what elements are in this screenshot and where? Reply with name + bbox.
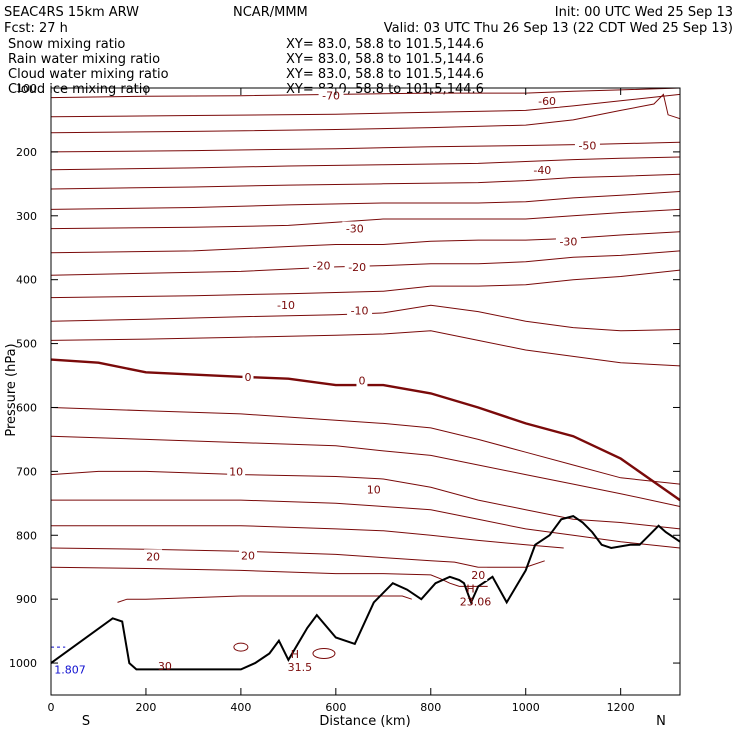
- x-end-label-south: S: [82, 714, 90, 729]
- isotherm-closed-contour-small: [233, 642, 249, 652]
- isotherm-label-bg-13: [364, 482, 383, 496]
- x-tick-label-800: 800: [420, 701, 441, 714]
- x-tick-label-200: 200: [135, 701, 156, 714]
- isotherm-label-7: -20: [348, 261, 366, 274]
- isotherm-line-5: [50, 173, 681, 190]
- isotherm-label-bg-4: [342, 221, 368, 235]
- legend-label-snow: Snow mixing ratio: [8, 37, 125, 52]
- isotherm-label-bg-3: [529, 162, 555, 176]
- y-tick-label-400: 400: [16, 274, 37, 287]
- isotherm-line-14: [50, 407, 681, 485]
- isotherm-label-8: -10: [277, 299, 295, 312]
- isotherm-label-bg-15: [239, 548, 258, 562]
- isotherm-line-20: [50, 566, 488, 587]
- isotherm-label-bg-7: [344, 259, 370, 273]
- maximum-value-1: 23.06: [460, 596, 492, 609]
- isotherm-label-6: -20: [313, 260, 331, 273]
- isotherm-label-9: -10: [351, 304, 369, 317]
- isotherm-label-bg-6: [309, 258, 335, 272]
- y-tick-label-900: 900: [16, 593, 37, 606]
- isotherm-label-14: 20: [146, 550, 160, 563]
- isotherm-label-bg-14: [144, 549, 163, 563]
- maximum-value-0: 31.5: [288, 661, 313, 674]
- isotherm-line-11: [50, 304, 681, 332]
- isotherm-line-6: [50, 191, 681, 210]
- isotherm-label-1: -60: [538, 95, 556, 108]
- isotherm-line-4: [50, 156, 681, 171]
- isotherm-label-16: 20: [471, 569, 485, 582]
- isotherm-line-1: [50, 93, 681, 118]
- isotherm-label-4: -30: [346, 223, 364, 236]
- isotherm-line-8: [50, 231, 681, 254]
- x-tick-label-600: 600: [325, 701, 346, 714]
- isotherm-line-9: [50, 250, 681, 276]
- isotherm-label-bg-9: [347, 303, 373, 317]
- init-time: Init: 00 UTC Wed 25 Sep 13: [555, 5, 733, 20]
- terrain-line: [50, 515, 681, 671]
- y-tick-label-100: 100: [16, 82, 37, 95]
- isotherm-line-19: [50, 547, 545, 568]
- x-end-label-north: N: [656, 714, 666, 729]
- legend-xy-rain: XY= 83.0, 58.8 to 101.5,144.6: [286, 52, 484, 67]
- isotherm-line-15: [50, 435, 681, 507]
- y-axis-title: Pressure (hPa): [4, 343, 19, 436]
- y-tick-label-800: 800: [16, 529, 37, 542]
- isotherm-line-17: [51, 499, 681, 549]
- isotherm-line-7: [50, 208, 681, 230]
- isotherm-label-bg-10: [242, 369, 254, 383]
- plot-frame: [50, 87, 681, 696]
- isotherm-line-12: [50, 330, 681, 367]
- isotherm-label-bg-8: [273, 298, 299, 312]
- isotherm-label-13: 10: [367, 483, 381, 496]
- x-axis-title: Distance (km): [319, 714, 410, 729]
- isotherm-line-10: [50, 269, 681, 299]
- isotherm-line-21: [117, 595, 412, 603]
- isotherm-label-10: 0: [245, 371, 252, 384]
- y-tick-label-600: 600: [16, 401, 37, 414]
- model-title: SEAC4RS 15km ARW: [4, 5, 139, 20]
- isotherm-label-11: 0: [358, 375, 365, 388]
- maximum-marker-1: H: [466, 583, 474, 596]
- maximum-marker-0: H: [291, 648, 299, 661]
- isotherm-label-bg-12: [227, 464, 246, 478]
- x-tick-label-0: 0: [48, 701, 55, 714]
- legend-xy-snow: XY= 83.0, 58.8 to 101.5,144.6: [286, 37, 484, 52]
- isotherm-label-bg-16: [469, 567, 488, 581]
- isotherm-label-bg-1: [534, 93, 560, 107]
- isotherm-label-bg-2: [574, 138, 600, 152]
- org-title: NCAR/MMM: [233, 5, 308, 20]
- isotherm-label-30: 30: [158, 660, 172, 673]
- isotherm-label-bg-11: [356, 373, 368, 387]
- isotherm-line-2: [50, 93, 681, 134]
- isotherm-line-16: [50, 470, 681, 530]
- isotherm-label-bg-0: [318, 88, 344, 102]
- isotherm-label-5: -30: [559, 235, 577, 248]
- forecast-hour: Fcst: 27 h: [4, 21, 68, 36]
- isotherm-label-12: 10: [229, 465, 243, 478]
- isotherm-label-15: 20: [241, 550, 255, 563]
- y-tick-label-1000: 1000: [9, 657, 37, 670]
- x-tick-label-1200: 1200: [607, 701, 635, 714]
- x-tick-label-400: 400: [230, 701, 251, 714]
- legend-label-cloud-ice: Cloud ice mixing ratio: [8, 82, 150, 97]
- isotherm-label-bg-5: [555, 234, 581, 248]
- isotherm-label-2: -50: [578, 140, 596, 153]
- valid-time: Valid: 03 UTC Thu 26 Sep 13 (22 CDT Wed …: [384, 21, 733, 36]
- isotherm-closed-contour: [312, 647, 336, 659]
- y-tick-label-200: 200: [16, 146, 37, 159]
- y-tick-label-500: 500: [16, 338, 37, 351]
- isotherm-line-18: [51, 525, 564, 549]
- legend-label-cloud-water: Cloud water mixing ratio: [8, 67, 169, 82]
- plot-area: -70 -60 -50 -40 -30 -30 -20 -20 -10 -10 0 0 10 10 20 20…: [9, 82, 681, 714]
- x-tick-label-1000: 1000: [512, 701, 540, 714]
- legend-xy-cloud-water: XY= 83.0, 58.8 to 101.5,144.6: [286, 67, 484, 82]
- isotherm-line-13: [50, 358, 681, 502]
- y-tick-label-300: 300: [16, 210, 37, 223]
- legend-label-rain: Rain water mixing ratio: [8, 52, 160, 67]
- y-tick-label-700: 700: [16, 465, 37, 478]
- isotherm-label-0: -70: [322, 90, 340, 103]
- cloud-water-value-label: 1.807: [54, 663, 86, 676]
- isotherm-label-3: -40: [533, 164, 551, 177]
